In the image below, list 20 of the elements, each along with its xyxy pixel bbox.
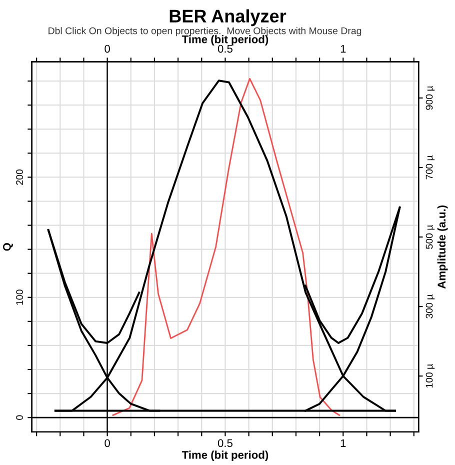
x2-tick-label: 0 <box>104 44 110 53</box>
y-tick-label: 200 <box>16 169 23 185</box>
x-tick-label: 0 <box>104 439 110 448</box>
x-tick-label: 1 <box>340 439 346 447</box>
chart-title: BER Analyzer <box>170 9 286 26</box>
y2-axis-title: Amplitude (a.u.) <box>437 205 448 289</box>
y2-tick-label: 100 µ <box>426 364 435 388</box>
x2-axis-title: Time (bit period) <box>182 35 268 46</box>
x2-tick-label: 1 <box>340 44 346 53</box>
y2-tick-label: 900 µ <box>426 86 435 110</box>
y-axis-title: Q <box>3 243 13 251</box>
x-axis-title: Time (bit period) <box>182 450 268 462</box>
y-tick-label: 0 <box>16 415 23 420</box>
x2-tick-label: 0.5 <box>218 44 232 53</box>
y2-tick-label: 700 µ <box>426 155 435 180</box>
chart-subtitle: Dbl Click On Objects to open properties. Move Objects with Mouse Drag <box>48 27 362 36</box>
y2-tick-label: 500 µ <box>426 224 435 249</box>
y-tick-label: 100 <box>16 290 23 305</box>
y2-tick-label: 300 µ <box>426 294 435 318</box>
x-tick-label: 0.5 <box>218 439 232 448</box>
